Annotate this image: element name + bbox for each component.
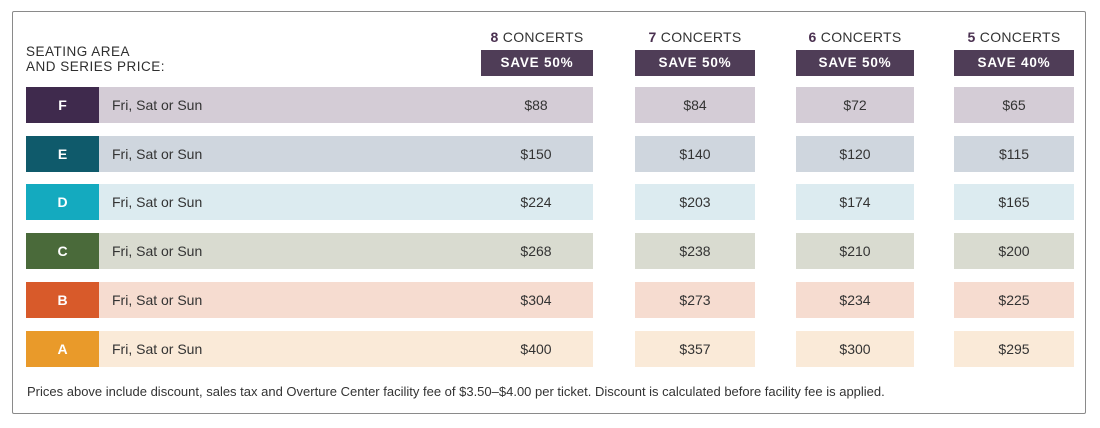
concert-count: 5 CONCERTS — [967, 29, 1061, 45]
table-row: D Fri, Sat or Sun $224 $203 $174 $165 — [26, 184, 1074, 220]
row-band: Fri, Sat or Sun $400 — [99, 331, 593, 367]
performance-days: Fri, Sat or Sun — [112, 341, 203, 357]
discount-badge: SAVE 50% — [796, 50, 914, 76]
price-cell: $238 — [635, 233, 755, 269]
row-band: Fri, Sat or Sun $150 — [99, 136, 593, 172]
table-row: B Fri, Sat or Sun $304 $273 $234 $225 — [26, 282, 1074, 318]
discount-badge: SAVE 50% — [635, 50, 755, 76]
heading-line-2: AND SERIES PRICE: — [26, 59, 166, 74]
price-cell: $140 — [635, 136, 755, 172]
table-row: E Fri, Sat or Sun $150 $140 $120 $115 — [26, 136, 1074, 172]
seating-area-swatch: E — [26, 136, 99, 172]
pricing-table-frame — [12, 11, 1086, 414]
price-cell: $65 — [954, 87, 1074, 123]
seating-area-swatch: C — [26, 233, 99, 269]
discount-badge: SAVE 40% — [954, 50, 1074, 76]
seating-area-swatch: D — [26, 184, 99, 220]
price-cell: $84 — [635, 87, 755, 123]
price-cell: $88 — [524, 97, 548, 113]
performance-days: Fri, Sat or Sun — [112, 292, 203, 308]
footnote: Prices above include discount, sales tax… — [27, 384, 885, 399]
discount-badge: SAVE 50% — [481, 50, 593, 76]
concert-count: 7 CONCERTS — [648, 29, 742, 45]
heading-line-1: SEATING AREA — [26, 44, 131, 59]
column-header-7-concerts: 7 CONCERTS SAVE 50% — [635, 28, 755, 76]
price-cell: $203 — [635, 184, 755, 220]
column-header-5-concerts: 5 CONCERTS SAVE 40% — [954, 28, 1074, 76]
table-heading: SEATING AREA AND SERIES PRICE: — [26, 44, 165, 74]
price-cell: $295 — [954, 331, 1074, 367]
column-header-8-concerts: 8 CONCERTS SAVE 50% — [481, 28, 593, 76]
row-band: Fri, Sat or Sun $88 — [99, 87, 593, 123]
table-row: F Fri, Sat or Sun $88 $84 $72 $65 — [26, 87, 1074, 123]
seating-area-swatch: B — [26, 282, 99, 318]
concert-count: 6 CONCERTS — [808, 29, 902, 45]
row-band: Fri, Sat or Sun $304 — [99, 282, 593, 318]
column-header-6-concerts: 6 CONCERTS SAVE 50% — [796, 28, 914, 76]
price-cell: $400 — [520, 341, 552, 357]
concert-count: 8 CONCERTS — [490, 29, 584, 45]
seating-area-swatch: F — [26, 87, 99, 123]
table-row: A Fri, Sat or Sun $400 $357 $300 $295 — [26, 331, 1074, 367]
row-band: Fri, Sat or Sun $224 — [99, 184, 593, 220]
price-cell: $268 — [520, 243, 552, 259]
price-cell: $200 — [954, 233, 1074, 269]
seating-area-swatch: A — [26, 331, 99, 367]
price-cell: $234 — [796, 282, 914, 318]
price-cell: $174 — [796, 184, 914, 220]
table-row: C Fri, Sat or Sun $268 $238 $210 $200 — [26, 233, 1074, 269]
price-cell: $150 — [520, 146, 552, 162]
price-cell: $115 — [954, 136, 1074, 172]
price-cell: $225 — [954, 282, 1074, 318]
price-cell: $357 — [635, 331, 755, 367]
row-band: Fri, Sat or Sun $268 — [99, 233, 593, 269]
price-cell: $273 — [635, 282, 755, 318]
price-cell: $300 — [796, 331, 914, 367]
performance-days: Fri, Sat or Sun — [112, 194, 203, 210]
price-cell: $304 — [520, 292, 552, 308]
performance-days: Fri, Sat or Sun — [112, 146, 203, 162]
price-cell: $72 — [796, 87, 914, 123]
price-cell: $210 — [796, 233, 914, 269]
performance-days: Fri, Sat or Sun — [112, 97, 203, 113]
performance-days: Fri, Sat or Sun — [112, 243, 203, 259]
price-cell: $224 — [520, 194, 552, 210]
price-cell: $165 — [954, 184, 1074, 220]
price-cell: $120 — [796, 136, 914, 172]
